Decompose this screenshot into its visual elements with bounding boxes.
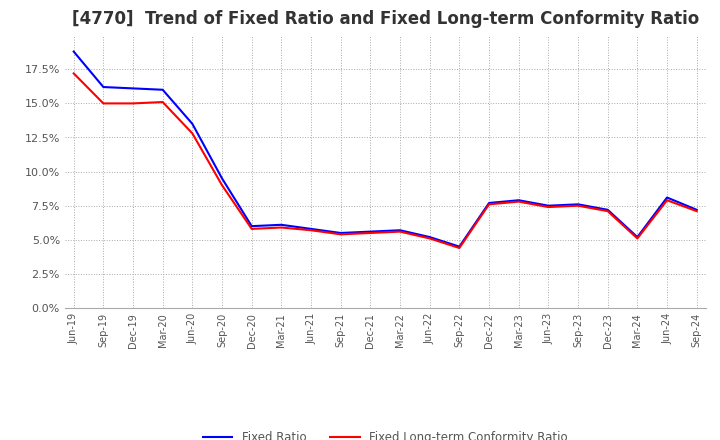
Fixed Ratio — [662, 195, 671, 200]
Fixed Long-term Conformity Ratio — [69, 71, 78, 76]
Fixed Long-term Conformity Ratio — [248, 226, 256, 231]
Fixed Ratio — [603, 207, 612, 213]
Fixed Ratio — [514, 198, 523, 203]
Fixed Long-term Conformity Ratio — [366, 230, 374, 235]
Fixed Long-term Conformity Ratio — [633, 236, 642, 241]
Fixed Ratio — [455, 244, 464, 249]
Fixed Ratio — [307, 226, 315, 231]
Fixed Ratio — [544, 203, 553, 209]
Fixed Long-term Conformity Ratio — [485, 202, 493, 207]
Fixed Ratio — [366, 229, 374, 234]
Fixed Ratio — [248, 224, 256, 229]
Fixed Ratio — [574, 202, 582, 207]
Fixed Ratio — [69, 49, 78, 54]
Title: [4770]  Trend of Fixed Ratio and Fixed Long-term Conformity Ratio: [4770] Trend of Fixed Ratio and Fixed Lo… — [71, 10, 699, 28]
Fixed Ratio — [217, 176, 226, 181]
Fixed Long-term Conformity Ratio — [158, 99, 167, 105]
Fixed Ratio — [277, 222, 286, 227]
Fixed Long-term Conformity Ratio — [188, 131, 197, 136]
Fixed Ratio — [396, 227, 405, 233]
Fixed Ratio — [188, 121, 197, 127]
Fixed Ratio — [99, 84, 108, 90]
Legend: Fixed Ratio, Fixed Long-term Conformity Ratio: Fixed Ratio, Fixed Long-term Conformity … — [203, 431, 567, 440]
Line: Fixed Ratio: Fixed Ratio — [73, 51, 697, 246]
Fixed Long-term Conformity Ratio — [426, 236, 434, 241]
Fixed Ratio — [129, 86, 138, 91]
Line: Fixed Long-term Conformity Ratio: Fixed Long-term Conformity Ratio — [73, 73, 697, 248]
Fixed Long-term Conformity Ratio — [217, 183, 226, 188]
Fixed Long-term Conformity Ratio — [574, 203, 582, 209]
Fixed Long-term Conformity Ratio — [307, 227, 315, 233]
Fixed Long-term Conformity Ratio — [396, 229, 405, 234]
Fixed Long-term Conformity Ratio — [336, 232, 345, 237]
Fixed Ratio — [633, 235, 642, 240]
Fixed Long-term Conformity Ratio — [455, 246, 464, 251]
Fixed Ratio — [485, 200, 493, 205]
Fixed Long-term Conformity Ratio — [603, 209, 612, 214]
Fixed Long-term Conformity Ratio — [99, 101, 108, 106]
Fixed Ratio — [693, 207, 701, 213]
Fixed Ratio — [158, 87, 167, 92]
Fixed Long-term Conformity Ratio — [129, 101, 138, 106]
Fixed Ratio — [426, 235, 434, 240]
Fixed Ratio — [336, 230, 345, 235]
Fixed Long-term Conformity Ratio — [277, 225, 286, 230]
Fixed Long-term Conformity Ratio — [662, 198, 671, 203]
Fixed Long-term Conformity Ratio — [544, 205, 553, 210]
Fixed Long-term Conformity Ratio — [514, 199, 523, 204]
Fixed Long-term Conformity Ratio — [693, 209, 701, 214]
